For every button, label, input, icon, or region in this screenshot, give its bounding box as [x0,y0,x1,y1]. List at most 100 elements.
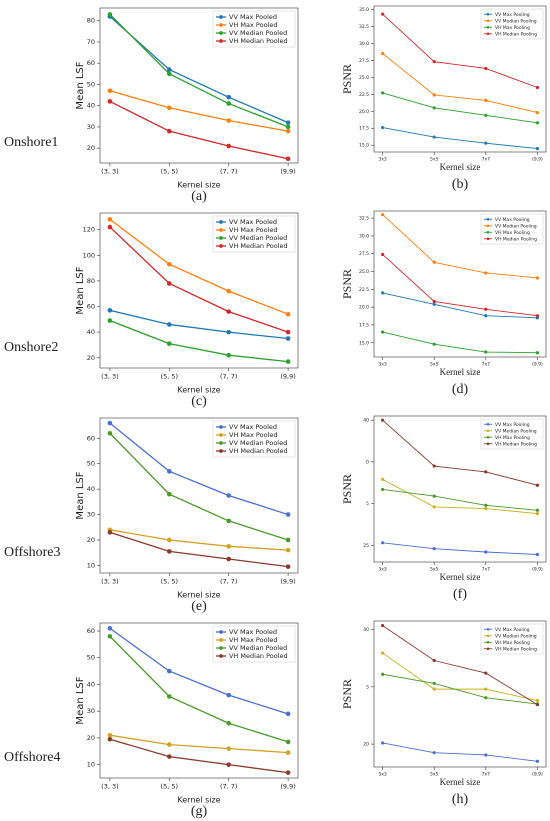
legend-marker [219,228,223,232]
series-line [382,254,538,317]
y-tick-label: 20 [87,144,95,152]
point [381,651,385,655]
point [381,623,385,628]
x-tick-label: (3, 3) [101,783,118,791]
point [535,111,540,115]
legend-label: VV Median Pooled [229,439,287,447]
row-label: Offshore3 [4,545,61,560]
x-tick-label: 5x5 [430,362,439,368]
point [381,51,385,56]
plot-frame [99,417,299,574]
y-tick-label: 40 [87,328,95,336]
y-tick-label: 20 [87,354,95,362]
y-tick-label: 27.5 [359,251,369,257]
y-axis-label: PSNR [340,474,354,504]
legend-label: VH Median Pooled [229,242,288,250]
y-tick-label: 70 [87,38,95,46]
y-tick-label: 20.0 [359,305,369,311]
point [285,512,291,517]
y-axis-label: PSNR [340,64,354,94]
series-line [109,13,289,128]
legend-label: VV Max Pooling [495,217,530,223]
x-axis-label: Kernel size [440,162,481,172]
series-line [109,218,289,315]
x-tick-label: 3x3 [378,362,387,368]
point [226,352,231,358]
point [107,732,113,738]
series-line [382,652,538,702]
point [226,309,231,314]
x-axis-label: Kernel size [177,386,220,395]
series-line [109,529,289,551]
y-tick-label: 50 [87,460,95,468]
series-line [382,742,538,762]
point [167,491,172,497]
point [535,512,540,516]
x-tick-label: (7, 7) [220,373,237,381]
point [484,687,488,691]
legend-marker [219,15,223,19]
legend-marker [486,32,490,36]
point [107,12,113,17]
legend-marker [486,422,490,426]
legend-label: VH Median Pooled [229,37,288,45]
caption: (d) [452,382,469,397]
y-tick-label: 25.0 [359,269,369,275]
series-line [382,479,538,515]
y-tick-label: 17.5 [359,322,369,328]
series-line [109,90,289,132]
plot-frame [373,620,547,768]
legend-label: VV Median Pooling [495,428,537,434]
x-tick-label: (5, 5) [161,168,178,176]
point [535,698,540,703]
point [107,736,113,742]
series-line [382,127,538,150]
series-line [109,531,289,568]
series-line [109,422,289,516]
legend-marker [486,224,490,228]
x-tick-label: (3, 3) [101,578,118,586]
legend-label: VV Max Pooling [495,12,530,18]
legend-marker [486,19,490,23]
point [381,741,385,745]
point [107,430,113,436]
point [484,470,488,474]
y-tick-label: 20 [363,742,369,748]
legend-label: VH Median Pooled [229,652,288,660]
point [285,750,291,755]
y-tick-label: 5 [366,501,369,507]
y-tick-label: 40 [363,418,369,424]
legend-label: VH Max Pooled [229,226,277,234]
point [484,307,488,311]
x-tick-label: (9,9) [280,783,295,791]
point [381,477,385,482]
y-tick-label: 10 [87,761,95,769]
legend-marker [486,230,490,234]
point [432,464,436,468]
series-line [382,13,538,88]
x-tick-label: (5, 5) [161,578,178,586]
point [107,99,113,104]
y-tick-label: 27.5 [359,58,369,64]
point [226,692,231,698]
y-tick-label: 0 [366,459,369,465]
y-axis-label: PSNR [340,679,354,709]
x-tick-label: (9,9) [532,157,543,163]
point [484,98,488,102]
series-line [109,627,289,715]
legend-label: VH Median Pooling [495,236,537,242]
legend-box [212,625,296,663]
y-tick-label: 15.0 [359,143,369,149]
legend-marker [219,449,223,453]
point [432,260,436,264]
point [167,281,172,286]
caption: (a) [191,189,207,204]
legend-box [212,420,296,458]
legend-label: VH Max Pooling [495,640,530,646]
point [432,658,436,663]
legend-marker [219,236,223,240]
y-tick-label: 32.5 [359,216,369,222]
x-axis-label: Kernel size [440,777,481,787]
y-axis-label: Mean LSF [75,471,86,519]
x-axis-label: Kernel size [177,181,220,190]
